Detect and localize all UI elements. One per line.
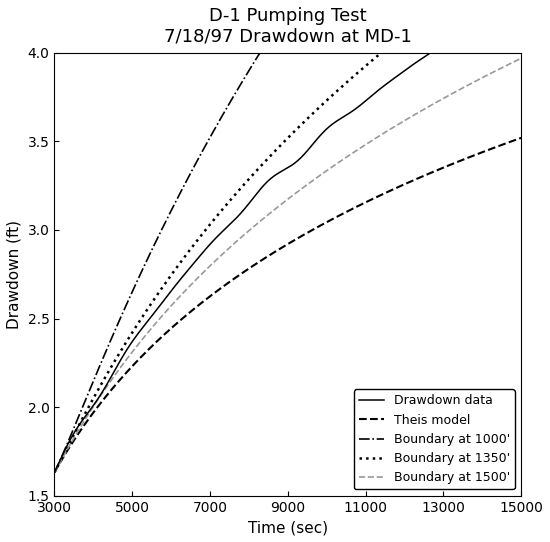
Boundary at 1350' bbox=[262, 158, 269, 164]
Drawdown data bbox=[363, 97, 370, 104]
Theis model bbox=[171, 322, 178, 329]
Boundary at 1500' bbox=[51, 469, 58, 476]
Title: D-1 Pumping Test
7/18/97 Drawdown at MD-1: D-1 Pumping Test 7/18/97 Drawdown at MD-… bbox=[164, 7, 412, 46]
Theis model bbox=[262, 255, 269, 261]
Boundary at 1500' bbox=[363, 141, 370, 147]
Boundary at 1500' bbox=[518, 55, 524, 62]
Line: Theis model: Theis model bbox=[54, 138, 521, 473]
Boundary at 1350' bbox=[51, 469, 58, 476]
Boundary at 1500' bbox=[326, 165, 333, 172]
Drawdown data bbox=[134, 332, 140, 338]
Drawdown data bbox=[51, 469, 58, 476]
Y-axis label: Drawdown (ft): Drawdown (ft) bbox=[7, 220, 22, 329]
Drawdown data bbox=[403, 67, 409, 73]
Line: Drawdown data: Drawdown data bbox=[54, 0, 521, 473]
Theis model bbox=[326, 217, 333, 224]
Line: Boundary at 1000': Boundary at 1000' bbox=[54, 0, 521, 473]
Boundary at 1350' bbox=[403, 30, 409, 36]
Drawdown data bbox=[171, 283, 178, 290]
Boundary at 1350' bbox=[134, 322, 140, 328]
Theis model bbox=[363, 199, 370, 205]
X-axis label: Time (sec): Time (sec) bbox=[248, 520, 328, 535]
Drawdown data bbox=[262, 180, 269, 186]
Boundary at 1500' bbox=[171, 299, 178, 306]
Boundary at 1350' bbox=[363, 62, 370, 69]
Theis model bbox=[518, 134, 524, 141]
Theis model bbox=[134, 358, 140, 364]
Line: Boundary at 1350': Boundary at 1350' bbox=[54, 0, 521, 473]
Line: Boundary at 1500': Boundary at 1500' bbox=[54, 59, 521, 473]
Legend: Drawdown data, Theis model, Boundary at 1000', Boundary at 1350', Boundary at 15: Drawdown data, Theis model, Boundary at … bbox=[354, 389, 515, 489]
Boundary at 1500' bbox=[134, 343, 140, 349]
Theis model bbox=[403, 180, 409, 187]
Boundary at 1000' bbox=[171, 201, 178, 208]
Boundary at 1500' bbox=[403, 117, 409, 123]
Boundary at 1000' bbox=[262, 41, 269, 47]
Boundary at 1350' bbox=[171, 267, 178, 274]
Theis model bbox=[51, 469, 58, 476]
Boundary at 1350' bbox=[326, 95, 333, 101]
Boundary at 1000' bbox=[134, 278, 140, 285]
Boundary at 1500' bbox=[262, 214, 269, 220]
Boundary at 1000' bbox=[51, 469, 58, 476]
Drawdown data bbox=[326, 123, 333, 130]
